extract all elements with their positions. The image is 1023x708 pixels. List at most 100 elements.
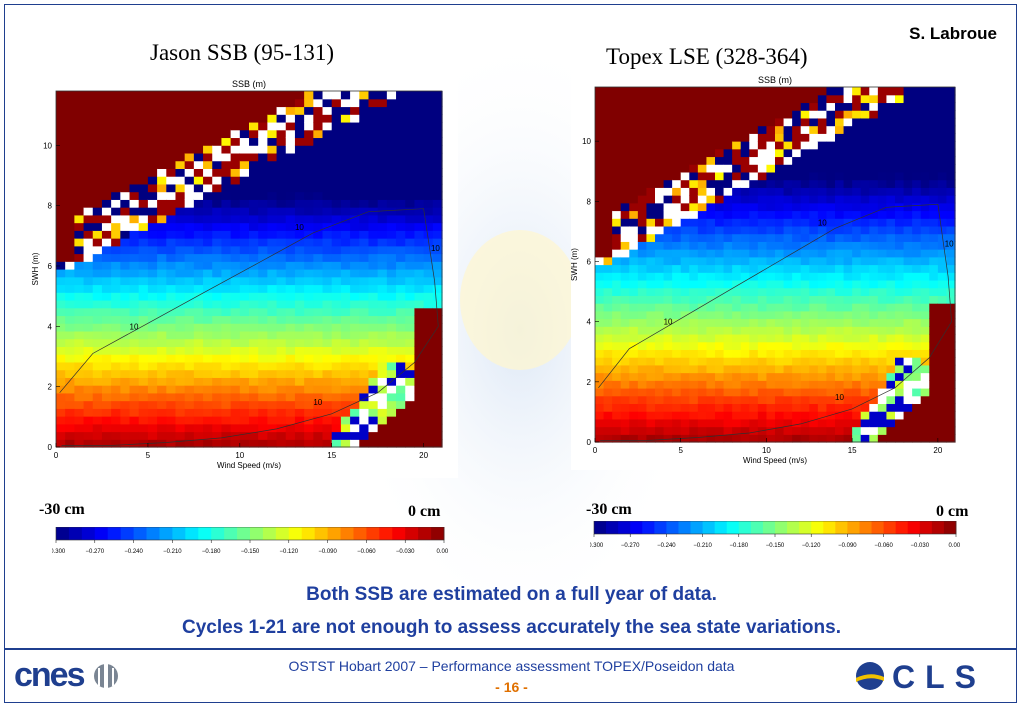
- heatmap-cell: [800, 187, 810, 196]
- heatmap-cell: [697, 318, 708, 327]
- heatmap-cell: [267, 338, 278, 347]
- heatmap-cell: [783, 372, 793, 381]
- heatmap-cell: [715, 102, 725, 111]
- heatmap-cell: [129, 152, 140, 162]
- heatmap-cell: [706, 380, 716, 389]
- heatmap-cell: [56, 160, 66, 169]
- colorbar-swatch: [314, 527, 328, 540]
- heatmap-cell: [775, 333, 785, 343]
- heatmap-cell: [350, 222, 360, 231]
- heatmap-cell: [221, 431, 232, 440]
- heatmap-cell: [620, 195, 630, 204]
- heatmap-cell: [929, 225, 939, 235]
- heatmap-cell: [792, 241, 802, 250]
- heatmap-cell: [946, 272, 956, 281]
- colorbar-swatch: [172, 527, 186, 540]
- heatmap-cell: [715, 202, 725, 212]
- heatmap-cell: [285, 238, 296, 247]
- heatmap-cell: [886, 156, 896, 165]
- heatmap-cell: [655, 395, 665, 405]
- heatmap-cell: [331, 423, 342, 433]
- colorbar-swatch: [250, 527, 264, 540]
- heatmap-cell: [56, 238, 66, 247]
- heatmap-cell: [706, 318, 716, 327]
- heatmap-cell: [817, 318, 828, 327]
- heatmap-cell: [239, 214, 250, 224]
- heatmap-cell: [92, 323, 103, 332]
- heatmap-cell: [212, 199, 223, 208]
- heatmap-cell: [184, 330, 195, 340]
- heatmap-cell: [368, 299, 379, 309]
- heatmap-cell: [672, 326, 682, 335]
- heatmap-cell: [937, 349, 948, 358]
- heatmap-cell: [101, 377, 112, 386]
- heatmap-cell: [852, 426, 862, 435]
- heatmap-cell: [775, 179, 785, 188]
- heatmap-cell: [120, 338, 131, 347]
- heatmap-cell: [359, 392, 370, 402]
- heatmap-cell: [680, 148, 690, 158]
- heatmap-cell: [697, 310, 708, 320]
- heatmap-cell: [111, 245, 121, 255]
- colorbar-tick-label: −0.150: [766, 543, 785, 549]
- heatmap-cell: [340, 199, 351, 208]
- heatmap-cell: [157, 91, 167, 100]
- heatmap-cell: [946, 148, 956, 158]
- heatmap-cell: [157, 230, 167, 239]
- heatmap-cell: [595, 249, 605, 258]
- heatmap-cell: [184, 416, 195, 425]
- heatmap-cell: [276, 91, 287, 100]
- heatmap-cell: [129, 137, 140, 146]
- heatmap-cell: [331, 199, 342, 208]
- colorbar-tick-label: −0.180: [202, 549, 221, 555]
- heatmap-cell: [147, 361, 158, 371]
- heatmap-cell: [860, 110, 870, 119]
- heatmap-cell: [267, 377, 278, 386]
- heatmap-cell: [175, 261, 186, 270]
- heatmap-cell: [56, 354, 66, 363]
- heatmap-cell: [221, 346, 232, 355]
- heatmap-cell: [697, 179, 708, 188]
- heatmap-cell: [322, 361, 333, 371]
- heatmap-cell: [175, 91, 186, 100]
- heatmap-cell: [895, 418, 905, 428]
- heatmap-cell: [221, 261, 232, 270]
- heatmap-cell: [423, 176, 434, 185]
- heatmap-cell: [620, 426, 630, 435]
- heatmap-cell: [359, 416, 370, 425]
- heatmap-cell: [689, 426, 699, 435]
- heatmap-cell: [886, 434, 896, 443]
- heatmap-cell: [809, 272, 819, 281]
- colorbar-tick-label: −0.090: [318, 549, 337, 555]
- heatmap-cell: [783, 264, 793, 273]
- heatmap-cell: [405, 253, 416, 262]
- colorbar-swatch: [775, 521, 788, 534]
- heatmap-cell: [396, 129, 406, 139]
- heatmap-cell: [929, 148, 939, 158]
- heatmap-cell: [368, 346, 379, 355]
- heatmap-cell: [672, 117, 682, 127]
- heatmap-cell: [852, 272, 862, 281]
- heatmap-cell: [706, 349, 716, 358]
- cnes-logo: cnes: [14, 656, 121, 695]
- heatmap-cell: [903, 171, 913, 181]
- heatmap-cell: [386, 416, 397, 425]
- heatmap-cell: [92, 423, 103, 433]
- heatmap-cell: [322, 230, 333, 239]
- heatmap-cell: [166, 416, 177, 425]
- heatmap-cell: [304, 191, 314, 200]
- heatmap-cell: [83, 338, 94, 347]
- heatmap-cell: [826, 225, 836, 235]
- heatmap-cell: [612, 349, 622, 358]
- heatmap-cell: [689, 349, 699, 358]
- heatmap-cell: [258, 338, 268, 347]
- heatmap-cell: [723, 295, 733, 304]
- heatmap-cell: [920, 310, 930, 320]
- heatmap-cell: [877, 210, 888, 219]
- heatmap-cell: [423, 330, 434, 340]
- heatmap-cell: [775, 303, 785, 312]
- heatmap-cell: [612, 94, 622, 104]
- heatmap-cell: [903, 310, 913, 320]
- heatmap-cell: [843, 179, 853, 188]
- heatmap-cell: [723, 380, 733, 389]
